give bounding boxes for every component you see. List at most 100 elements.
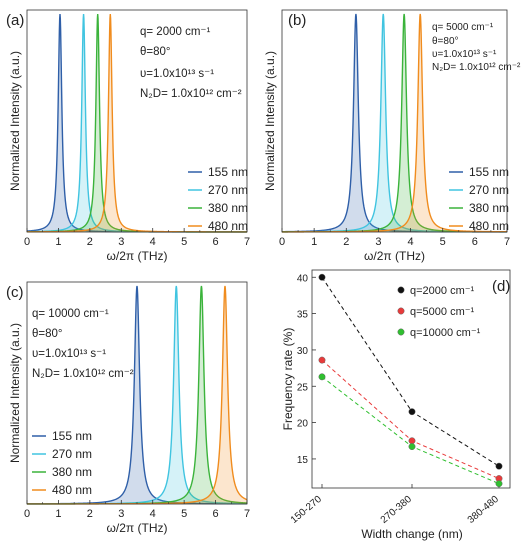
- panel-label: (b): [288, 12, 306, 29]
- plot-frame: [281, 9, 508, 233]
- data-point: [408, 437, 416, 445]
- legend-label: 270 nm: [469, 183, 509, 197]
- annotation-theta: θ=80°: [140, 46, 171, 58]
- series-line-380nm: [282, 13, 507, 233]
- data-point: [318, 356, 326, 364]
- y-axis-label: Frequency rate (%): [281, 328, 295, 431]
- annotation-nu: υ=1.0x10¹³ s⁻¹: [32, 348, 106, 360]
- y-axis-label: Normalized Intensity (a.u.): [8, 323, 22, 463]
- frequency-rate-panel: 15 20 25 30 35 40 150-270 270-380 380-480 q=2000 …: [281, 269, 511, 541]
- legend-label: 480 nm: [52, 483, 92, 497]
- x-tick-label: 2: [343, 236, 349, 248]
- x-tick-label: 0: [279, 236, 285, 248]
- peak-fill: [282, 14, 507, 232]
- annotation-n2d: N₂D= 1.0x10¹² cm⁻²: [32, 368, 134, 380]
- peak-fill: [282, 14, 507, 232]
- annotation-n2d: N₂D= 1.0x10¹² cm⁻²: [140, 88, 242, 100]
- x-axis-label: Width change (nm): [361, 527, 462, 541]
- y-tick-label: 35: [297, 310, 309, 321]
- x-tick-label: 5: [440, 236, 446, 248]
- x-tick-label: 2: [87, 236, 93, 248]
- peak-fill: [27, 14, 247, 232]
- x-tick-label: 3: [375, 236, 381, 248]
- x-tick-label: 7: [244, 508, 250, 520]
- legend-label: 380 nm: [208, 201, 248, 215]
- annotation-theta: θ=80°: [432, 36, 459, 47]
- x-tick-label: 6: [213, 508, 219, 520]
- legend-label: 480 nm: [469, 219, 509, 233]
- legend-label: q=5000 cm⁻¹: [410, 306, 475, 318]
- x-tick-label: 4: [150, 508, 156, 520]
- x-tick-label: 5: [181, 508, 187, 520]
- x-tick-label: 3: [118, 236, 124, 248]
- series-line-480nm: [282, 13, 507, 233]
- legend-marker: [397, 307, 405, 315]
- peak-fill: [282, 14, 507, 232]
- legend-label: 380 nm: [52, 465, 92, 479]
- peak-fill: [27, 286, 247, 504]
- legend-label: 270 nm: [52, 447, 92, 461]
- data-point: [495, 480, 503, 488]
- x-tick-label: 150-270: [289, 494, 325, 526]
- x-tick-label: 7: [244, 236, 250, 248]
- legend-label: 155 nm: [52, 429, 92, 443]
- panel-label: (c): [6, 284, 24, 301]
- data-point: [318, 373, 326, 381]
- x-tick-label: 6: [472, 236, 478, 248]
- y-tick-label: 25: [297, 382, 309, 393]
- legend-label: 155 nm: [208, 165, 248, 179]
- x-tick-label: 5: [181, 236, 187, 248]
- y-tick-label: 20: [297, 419, 309, 430]
- x-tick-label: 270-380: [379, 494, 415, 526]
- series-line-270nm: [282, 13, 507, 233]
- peak-fill: [27, 14, 247, 232]
- x-tick-label: 6: [213, 236, 219, 248]
- peak-fill: [282, 14, 507, 232]
- legend-label: q=2000 cm⁻¹: [410, 285, 475, 297]
- series-line: [321, 376, 500, 485]
- legend-label: 155 nm: [469, 165, 509, 179]
- series-line: [321, 359, 500, 480]
- x-axis-label: ω/2π (THz): [364, 249, 425, 263]
- legend-marker: [397, 286, 405, 294]
- annotation-nu: υ=1.0x10¹³ s⁻¹: [432, 49, 497, 60]
- legend-label: 270 nm: [208, 183, 248, 197]
- x-axis-label: ω/2π (THz): [107, 521, 168, 535]
- x-tick-label: 3: [118, 508, 124, 520]
- panel-label: (a): [6, 12, 24, 29]
- panel-label: (d): [492, 278, 510, 295]
- y-tick-label: 30: [297, 346, 309, 357]
- x-tick-label: 0: [24, 508, 30, 520]
- data-point: [495, 462, 503, 470]
- data-point: [408, 443, 416, 451]
- y-axis-label: Normalized Intensity (a.u.): [263, 51, 277, 191]
- spectrum-panel-b: 0 1 2 3 4 5 6 7 ω/2π (THz) Normalized Intensity (…: [263, 9, 521, 263]
- legend-label: 380 nm: [469, 201, 509, 215]
- y-tick-label: 40: [297, 273, 309, 284]
- y-tick-label: 15: [297, 455, 309, 466]
- annotation-q: q= 10000 cm⁻¹: [32, 308, 109, 320]
- data-point: [318, 273, 326, 281]
- annotation-q: q= 2000 cm⁻¹: [140, 26, 210, 38]
- x-tick-label: 1: [55, 508, 61, 520]
- data-point: [408, 408, 416, 416]
- annotation-q: q= 5000 cm⁻¹: [432, 22, 494, 33]
- series-line-155nm: [281, 13, 507, 233]
- x-tick-label: 2: [87, 508, 93, 520]
- x-tick-label: 7: [504, 236, 510, 248]
- plot-frame: [311, 269, 511, 489]
- annotation-theta: θ=80°: [32, 328, 63, 340]
- annotation-nu: υ=1.0x10¹³ s⁻¹: [140, 68, 214, 80]
- spectrum-panel-c: 0 1 2 3 4 5 6 7 ω/2π (THz) Normalized Intensity (…: [6, 281, 250, 535]
- x-axis-label: ω/2π (THz): [107, 249, 168, 263]
- legend-label: 480 nm: [208, 219, 248, 233]
- x-tick-label: 380-480: [466, 494, 502, 526]
- x-tick-label: 4: [150, 236, 156, 248]
- annotation-n2d: N₂D= 1.0x10¹² cm⁻²: [432, 62, 521, 73]
- peak-fill: [27, 286, 247, 504]
- peak-fill: [27, 286, 247, 504]
- spectrum-panel-a: 0 1 2 3 4 5 6 7 ω/2π (THz) Normalized Intensity (…: [6, 9, 250, 263]
- legend-marker: [397, 328, 405, 336]
- legend-label: q=10000 cm⁻¹: [410, 327, 481, 339]
